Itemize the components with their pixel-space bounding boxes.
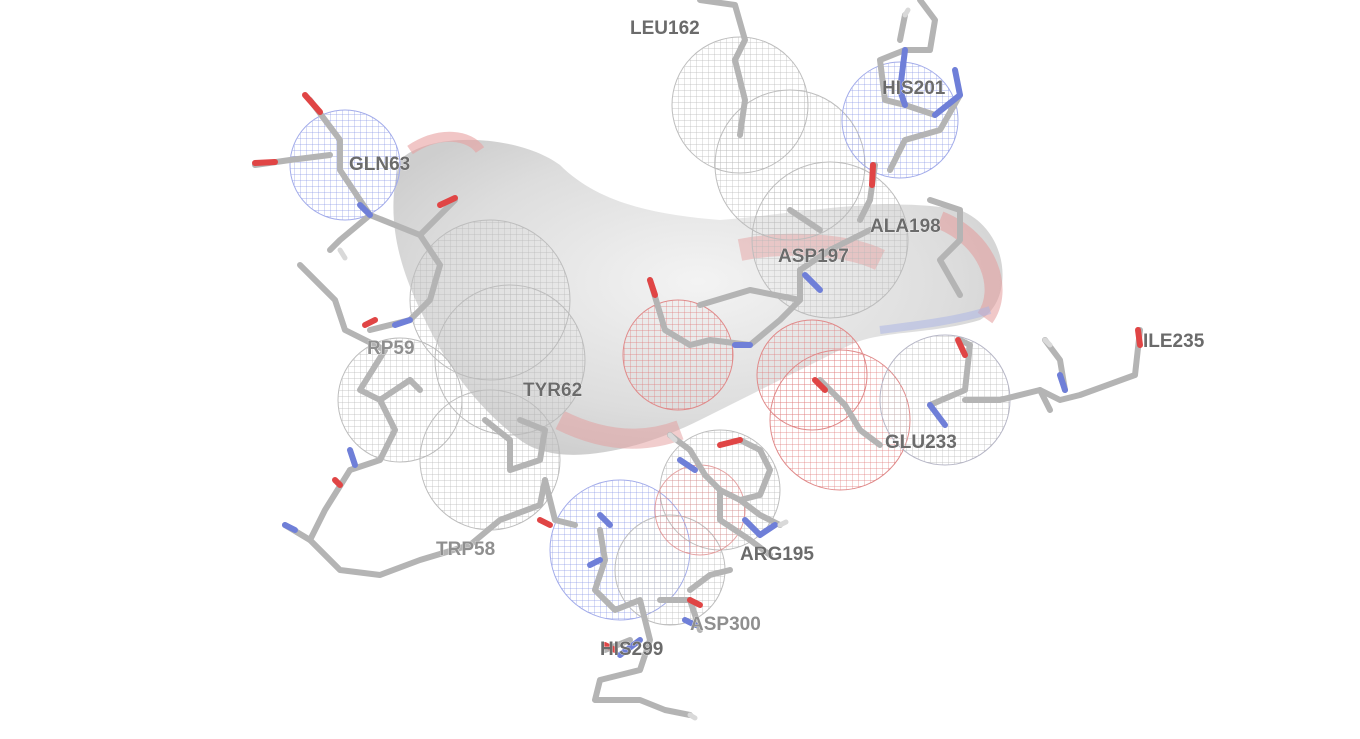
label-his299: HIS299 xyxy=(600,639,663,660)
residue-labels: LEU162 HIS201 GLN63 ALA198 ASP197 ILE235… xyxy=(349,18,1205,661)
label-his201: HIS201 xyxy=(882,78,946,99)
label-ile235: ILE235 xyxy=(1143,331,1205,352)
label-trp59: RP59 xyxy=(367,338,415,359)
label-gln63: GLN63 xyxy=(349,154,410,175)
label-tyr62: TYR62 xyxy=(523,380,582,401)
label-trp58: TRP58 xyxy=(436,539,495,560)
label-glu233: GLU233 xyxy=(885,432,957,453)
label-asp300: ASP300 xyxy=(690,614,761,635)
label-arg195: ARG195 xyxy=(740,544,814,565)
label-asp197: ASP197 xyxy=(778,246,849,267)
stick-models xyxy=(252,0,1143,721)
label-ala198: ALA198 xyxy=(870,216,941,237)
label-leu162: LEU162 xyxy=(630,18,700,39)
